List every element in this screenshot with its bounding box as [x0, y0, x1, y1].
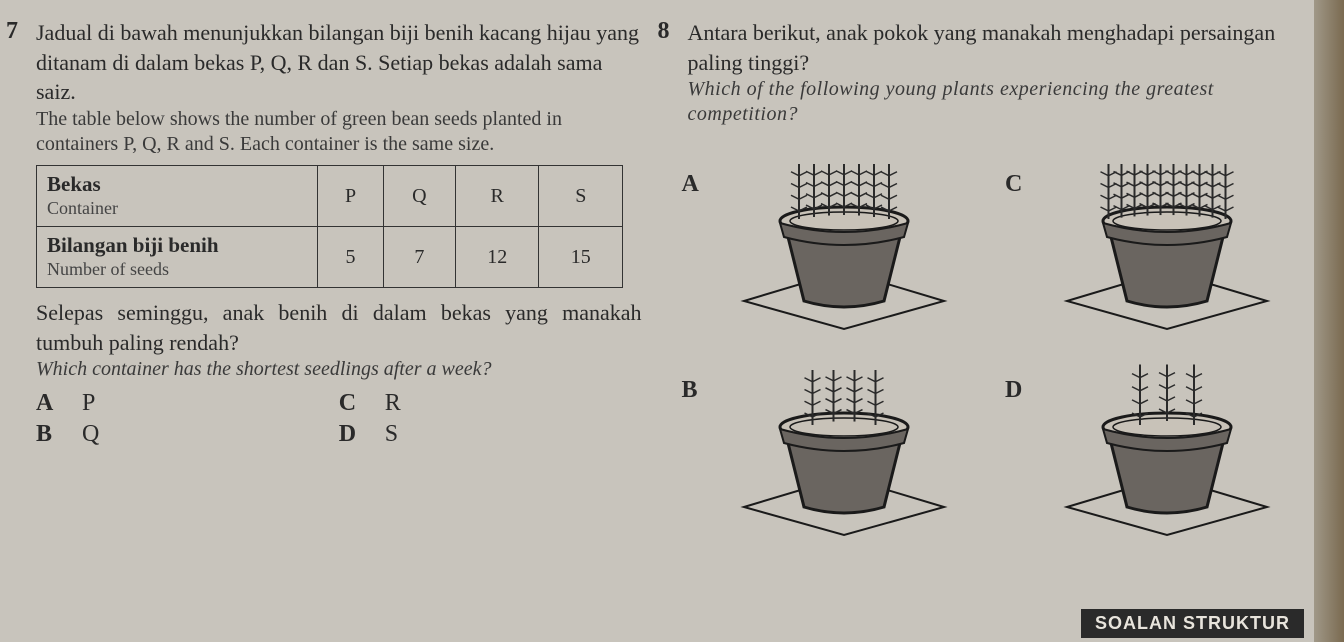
col-S: S	[539, 166, 623, 227]
table-header-bilangan: Bilangan biji benih Number of seeds	[37, 227, 318, 288]
opt-value: P	[82, 390, 95, 417]
page: 7 Jadual di bawah menunjukkan bilangan b…	[0, 0, 1344, 596]
q7-text-en: The table below shows the number of gree…	[36, 107, 642, 157]
pot-D	[1037, 347, 1297, 537]
val-S: 15	[539, 227, 623, 288]
option-C-image[interactable]: C	[1005, 141, 1319, 331]
col-Q: Q	[383, 166, 455, 227]
opt-value: S	[385, 421, 398, 448]
opt-value: R	[385, 390, 401, 417]
page-edge	[1314, 0, 1344, 642]
val-P: 5	[318, 227, 383, 288]
col-R: R	[455, 166, 539, 227]
pot-B	[714, 347, 974, 537]
option-A-image[interactable]: A	[682, 141, 996, 331]
opt-letter: B	[682, 377, 706, 404]
option-C[interactable]: CR	[339, 390, 642, 417]
table-row: Bilangan biji benih Number of seeds 5 7 …	[37, 227, 623, 288]
label-bekas-bold: Bekas	[47, 172, 307, 197]
col-P: P	[318, 166, 383, 227]
opt-value: Q	[82, 421, 99, 448]
opt-letter: A	[36, 390, 62, 417]
option-A[interactable]: AP	[36, 390, 339, 417]
option-B[interactable]: BQ	[36, 421, 339, 448]
opt-letter: B	[36, 421, 62, 448]
opt-letter: D	[1005, 377, 1029, 404]
label-bilangan-sub: Number of seeds	[47, 259, 169, 279]
q7-options: AP CR BQ DS	[36, 390, 642, 448]
option-D[interactable]: DS	[339, 421, 642, 448]
table-header-bekas: Bekas Container	[37, 166, 318, 227]
q8-text-en: Which of the following young plants expe…	[688, 77, 1319, 127]
q7-number: 7	[6, 18, 18, 45]
val-R: 12	[455, 227, 539, 288]
q8-image-grid: A C B D	[682, 141, 1319, 537]
opt-letter: A	[682, 171, 706, 198]
option-D-image[interactable]: D	[1005, 347, 1319, 537]
q8-number: 8	[658, 18, 670, 45]
q7-table: Bekas Container P Q R S Bilangan biji be…	[36, 165, 623, 288]
label-bekas-sub: Container	[47, 198, 118, 218]
opt-letter: C	[339, 390, 365, 417]
opt-letter: D	[339, 421, 365, 448]
pot-A	[714, 141, 974, 331]
q7-follow-en: Which container has the shortest seedlin…	[36, 357, 642, 382]
pot-C	[1037, 141, 1297, 331]
option-B-image[interactable]: B	[682, 347, 996, 537]
q8-text-ms: Antara berikut, anak pokok yang manakah …	[688, 18, 1319, 77]
question-8: 8 Antara berikut, anak pokok yang manaka…	[682, 18, 1319, 586]
label-bilangan-bold: Bilangan biji benih	[47, 233, 307, 258]
footer-label: SOALAN STRUKTUR	[1081, 609, 1304, 638]
q7-follow-ms: Selepas seminggu, anak benih di dalam be…	[36, 298, 642, 357]
val-Q: 7	[383, 227, 455, 288]
question-7: 7 Jadual di bawah menunjukkan bilangan b…	[30, 18, 642, 586]
opt-letter: C	[1005, 171, 1029, 198]
table-row: Bekas Container P Q R S	[37, 166, 623, 227]
q7-text-ms: Jadual di bawah menunjukkan bilangan bij…	[36, 18, 642, 107]
